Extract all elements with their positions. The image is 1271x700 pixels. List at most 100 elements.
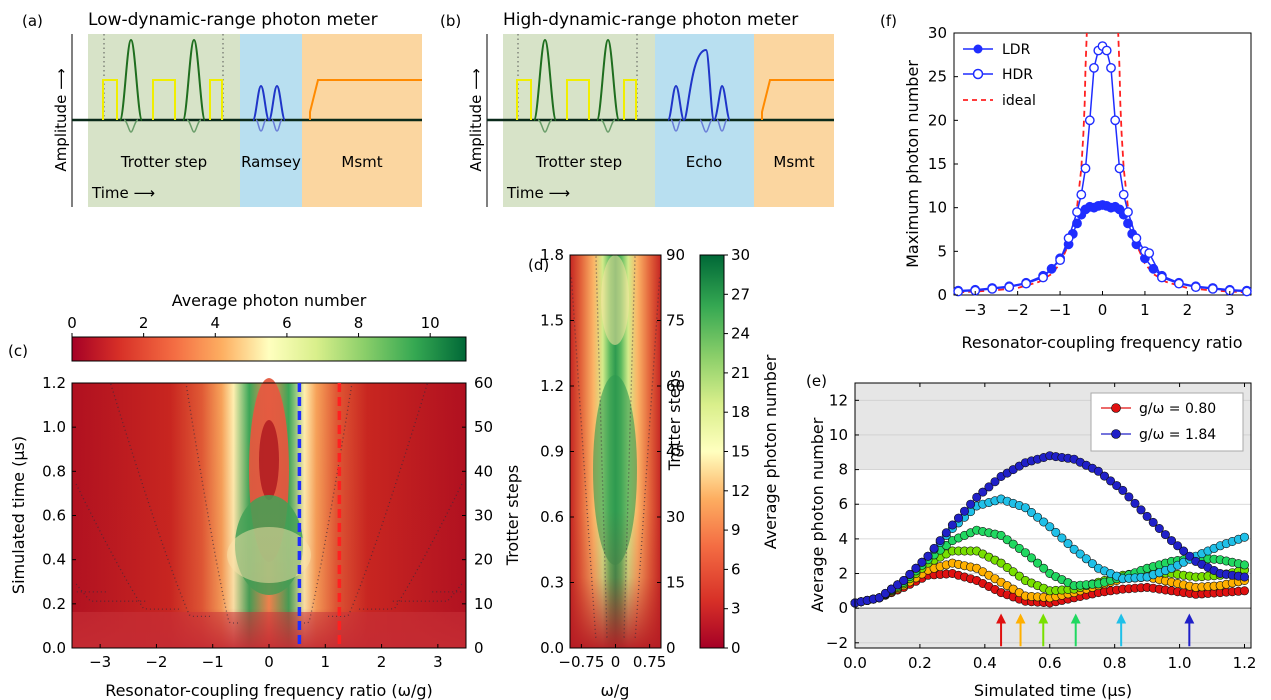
plot-e-point bbox=[1069, 544, 1079, 554]
plot-e-ytick-label: −2 bbox=[826, 634, 848, 652]
panel-b-title: High-dynamic-range photon meter bbox=[503, 10, 798, 30]
heatmap-d-ytick-label: 1.8 bbox=[540, 246, 564, 264]
plot-e-point bbox=[1051, 527, 1061, 537]
plot-f-hdr-point bbox=[1084, 115, 1095, 126]
plot-e-point bbox=[1240, 572, 1250, 582]
plot-e-point bbox=[996, 530, 1006, 540]
colorbar-c-tick-label: 0 bbox=[67, 314, 77, 332]
plot-e-point bbox=[1033, 512, 1043, 522]
plot-f-hdr-point bbox=[1123, 207, 1133, 217]
heatmap-d-ytick-label: 1.2 bbox=[540, 377, 564, 395]
heatmap-c-ylabel: Simulated time (μs) bbox=[9, 436, 28, 594]
plot-f-legend: LDR HDR ideal bbox=[963, 42, 1036, 109]
plot-f-ideal-line bbox=[958, 32, 1088, 294]
plot-e-point bbox=[911, 563, 921, 573]
plot-f-xtick-label: −2 bbox=[1007, 301, 1029, 319]
square-pulse bbox=[152, 79, 176, 120]
plot-f-xtick-label: −1 bbox=[1049, 301, 1071, 319]
plot-e-xtick-label: 1.0 bbox=[1168, 654, 1192, 672]
heatmap-c-dotted-contours bbox=[73, 382, 465, 624]
plot-e-point bbox=[917, 557, 927, 567]
plot-e-xlabel: Simulated time (μs) bbox=[974, 681, 1132, 700]
plot-e-point bbox=[1142, 511, 1152, 521]
plot-f-hdr-point bbox=[1072, 207, 1082, 217]
colorbar-c bbox=[71, 336, 467, 362]
plot-e-point bbox=[1106, 476, 1116, 486]
ramsey-pulses-derivative bbox=[255, 119, 283, 132]
plot-f-hdr-point bbox=[1131, 233, 1142, 244]
plot-e-point bbox=[1027, 507, 1037, 517]
heatmap-c-cuts bbox=[297, 383, 342, 648]
plot-f-xtick-label: 1 bbox=[1140, 301, 1150, 319]
plot-e-point bbox=[1027, 553, 1037, 563]
plot-e-legend: g/ω = 0.80 g/ω = 1.84 bbox=[1090, 392, 1244, 452]
heatmap-c-ytick-label: 0.0 bbox=[42, 639, 66, 657]
msmt-pulse bbox=[309, 79, 422, 120]
heatmap-c-axes: −3 −2 −1 0 1 2 3 0.0 0.2 0.4 0.6 0.8 1.0 1.2 0 10 20 30 40… bbox=[42, 374, 493, 671]
legend-marker-red bbox=[1111, 403, 1121, 413]
colorbar-d bbox=[699, 254, 725, 649]
heatmap-c-ytick-right-label: 40 bbox=[474, 462, 493, 480]
heatmap-d-contour bbox=[634, 274, 661, 638]
plot-e-point bbox=[1100, 471, 1110, 481]
heatmap-d-ytick-right-label: 30 bbox=[666, 508, 685, 526]
heatmap-d-image bbox=[570, 255, 661, 648]
heatmap-d-contour bbox=[570, 274, 597, 638]
section-label-ramsey: Ramsey bbox=[241, 153, 301, 171]
heatmap-d-ytick-right-label: 75 bbox=[666, 312, 685, 330]
square-pulse bbox=[566, 79, 590, 120]
colorbar-d-tick-label: 12 bbox=[731, 482, 750, 500]
heatmap-d-ytick-label: 0.0 bbox=[540, 639, 564, 657]
plot-e-point bbox=[1154, 523, 1164, 533]
plot-e-frame bbox=[854, 382, 1252, 649]
plot-e-point bbox=[947, 520, 957, 530]
plot-e-point bbox=[996, 558, 1006, 568]
plot-e-point bbox=[1081, 554, 1091, 564]
plot-f-xtick-label: −3 bbox=[964, 301, 986, 319]
legend-label-red: g/ω = 0.80 bbox=[1139, 401, 1216, 417]
plot-e-ytick-label: 4 bbox=[838, 530, 848, 548]
heatmap-d-ytick-label: 1.5 bbox=[540, 312, 564, 330]
plot-f-hdr-point bbox=[1101, 45, 1112, 56]
plot-e-point bbox=[1020, 503, 1030, 513]
colorbar-d-tick-label: 24 bbox=[731, 325, 750, 343]
plot-e-xtick-label: 0.6 bbox=[1038, 654, 1062, 672]
gaussian-pulse-derivative bbox=[600, 119, 616, 133]
heatmap-c-xtick-label: 2 bbox=[377, 653, 387, 671]
section-label-msmt: Msmt bbox=[341, 153, 382, 171]
plot-e-point bbox=[1136, 505, 1146, 515]
plot-f-hdr-point bbox=[1144, 248, 1155, 259]
section-label-trotter: Trotter step bbox=[120, 153, 207, 171]
heatmap-c-contour bbox=[73, 581, 146, 602]
plot-f-ytick-label: 10 bbox=[928, 199, 947, 217]
plot-f-xtick-label: 3 bbox=[1225, 301, 1235, 319]
colorbar-c-label: Average photon number bbox=[172, 291, 367, 310]
plot-e-content bbox=[850, 451, 1250, 608]
plot-e-arrows bbox=[996, 613, 1195, 647]
plot-e-ytick-label: 12 bbox=[829, 391, 848, 409]
heatmap-d-xtick-label: 0 bbox=[611, 653, 621, 671]
plot-f-ytick-label: 5 bbox=[937, 242, 947, 260]
heatmap-c-ytick-right-label: 10 bbox=[474, 595, 493, 613]
plot-e-point bbox=[1002, 535, 1012, 545]
heatmap-c-ytick-right-label: 0 bbox=[474, 639, 484, 657]
colorbar-d-tick-label: 27 bbox=[731, 285, 750, 303]
plot-e-point bbox=[1020, 548, 1030, 558]
heatmap-c-xtick-label: −3 bbox=[89, 653, 111, 671]
plot-f-hdr-point bbox=[1055, 255, 1066, 266]
plot-f-xlabel: Resonator-coupling frequency ratio bbox=[961, 333, 1242, 352]
plot-e-point bbox=[1008, 539, 1018, 549]
plot-e-point bbox=[929, 543, 939, 553]
heatmap-c-ytick-label: 0.4 bbox=[42, 551, 66, 569]
plot-e-point bbox=[1087, 559, 1097, 569]
colorbar-d-label: Average photon number bbox=[761, 354, 780, 549]
heatmap-c-ytick-label: 1.2 bbox=[42, 374, 66, 392]
plot-f-hdr-point bbox=[1174, 278, 1184, 289]
heatmap-c-ylabel-right: Trotter steps bbox=[503, 465, 522, 566]
plot-e-point bbox=[953, 513, 963, 523]
panel-b-xlabel: Time ⟶ bbox=[506, 184, 570, 202]
colorbar-d-tick-label: 21 bbox=[731, 364, 750, 382]
colorbar-d-tick-label: 0 bbox=[731, 639, 741, 657]
